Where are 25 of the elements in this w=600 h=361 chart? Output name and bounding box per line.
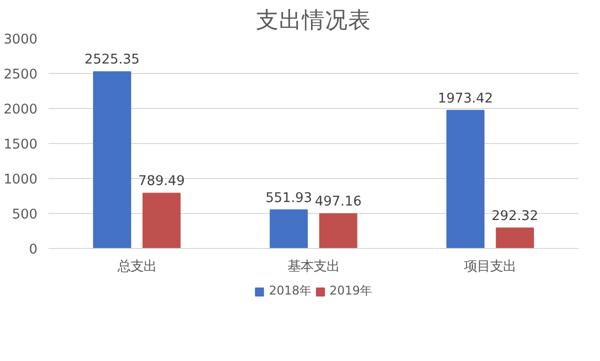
bar (319, 213, 358, 248)
data-label: 2525.35 (84, 52, 140, 68)
data-label: 551.93 (265, 190, 312, 206)
x-tick-label: 总支出 (116, 260, 156, 274)
data-label: 292.32 (492, 209, 538, 224)
legend-label: 2018年 (268, 282, 312, 300)
chart-title: 支出情况表 (256, 8, 371, 34)
data-label: 789.49 (138, 174, 185, 190)
y-tick-label: 3000 (4, 32, 38, 48)
bar (446, 110, 484, 248)
y-tick-label: 1000 (4, 172, 38, 188)
y-tick-label: 1500 (4, 138, 38, 152)
bar (93, 71, 132, 248)
data-label: 497.16 (314, 194, 362, 210)
bar (142, 192, 181, 248)
y-tick-label: 2000 (4, 102, 38, 118)
x-tick-label: 项目支出 (464, 260, 516, 274)
legend-label: 2019年 (330, 282, 372, 300)
y-tick-label: 2500 (4, 68, 38, 82)
data-label: 1973.42 (438, 91, 493, 106)
x-tick-label: 基本支出 (288, 260, 340, 274)
bar (270, 209, 308, 248)
y-tick-label: 0 (29, 242, 38, 258)
y-tick-label: 500 (12, 208, 38, 222)
bar (496, 228, 534, 248)
